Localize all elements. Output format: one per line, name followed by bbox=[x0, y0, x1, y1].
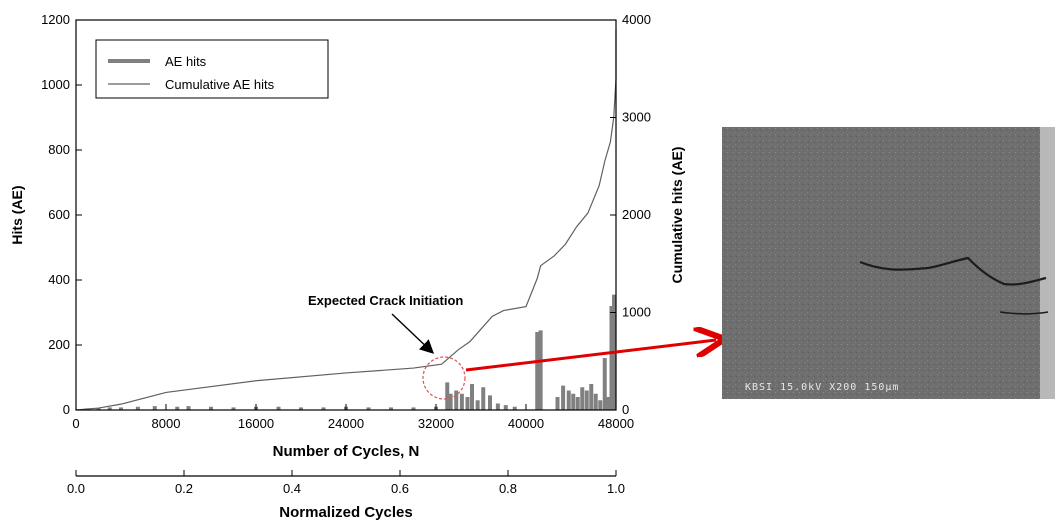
ae-hits-bar bbox=[454, 390, 459, 410]
y-right-tick-label: 4000 bbox=[622, 12, 651, 27]
sem-edge bbox=[1040, 127, 1055, 399]
crack-annotation: Expected Crack Initiation bbox=[308, 293, 466, 400]
ae-hits-bar bbox=[448, 393, 453, 410]
legend-entry-ae-hits: AE hits bbox=[165, 54, 207, 69]
ae-hits-bar bbox=[535, 332, 540, 410]
x-tick-label: 48000 bbox=[598, 416, 634, 431]
ae-hits-bar bbox=[175, 406, 180, 410]
ae-hits-bar bbox=[538, 330, 543, 410]
normalized-tick-label: 0.8 bbox=[499, 481, 517, 496]
x-tick-label: 40000 bbox=[508, 416, 544, 431]
sem-micrograph: KBSI 15.0kV X200 150μm bbox=[722, 127, 1055, 399]
ae-hits-bar bbox=[276, 406, 281, 410]
ae-hits-bar bbox=[503, 405, 508, 410]
ae-hits-bar bbox=[606, 397, 611, 410]
ae-hits-bar bbox=[580, 387, 585, 410]
legend-entry-cumulative: Cumulative AE hits bbox=[165, 77, 275, 92]
y-left-tick-label: 200 bbox=[48, 337, 70, 352]
red-pointer-arrow bbox=[465, 340, 716, 372]
ae-hits-bar bbox=[445, 382, 450, 410]
ae-hits-bar bbox=[465, 397, 470, 410]
ae-hits-bar bbox=[186, 406, 191, 410]
normalized-axis-label: Normalized Cycles bbox=[279, 504, 412, 521]
sem-image bbox=[722, 127, 1055, 399]
ae-hits-bar bbox=[584, 390, 589, 410]
normalized-cycles-axis: 0.0 0.2 0.4 0.6 0.8 1.0 Normalized Cycles bbox=[67, 470, 625, 521]
x-tick-label: 16000 bbox=[238, 416, 274, 431]
ae-hits-bar bbox=[481, 387, 486, 410]
y-right-tick-label: 0 bbox=[622, 402, 629, 417]
x-tick-label: 0 bbox=[72, 416, 79, 431]
y-left-tick-label: 0 bbox=[63, 402, 70, 417]
normalized-tick-label: 0.4 bbox=[283, 481, 301, 496]
ae-hits-bar bbox=[152, 406, 157, 410]
y-right-tick-label: 1000 bbox=[622, 305, 651, 320]
ae-hits-bar bbox=[321, 407, 326, 410]
x-axis-ticks: 0 8000 16000 24000 32000 40000 48000 bbox=[72, 404, 634, 431]
ae-hits-bar bbox=[512, 406, 517, 410]
ae-hits-bar bbox=[609, 306, 614, 410]
x-tick-label: 32000 bbox=[418, 416, 454, 431]
normalized-tick-label: 1.0 bbox=[607, 481, 625, 496]
sem-caption: KBSI 15.0kV X200 150μm bbox=[745, 382, 899, 393]
legend: AE hits Cumulative AE hits bbox=[95, 39, 329, 99]
ae-hits-bar bbox=[598, 400, 603, 410]
normalized-axis-ticks: 0.0 0.2 0.4 0.6 0.8 1.0 bbox=[67, 470, 625, 496]
legend-box bbox=[95, 39, 329, 99]
ae-hits-bar bbox=[555, 397, 560, 410]
main-plot: 0 8000 16000 24000 32000 40000 48000 020040060… bbox=[9, 12, 685, 460]
ae-hits-bar bbox=[589, 384, 594, 410]
ae-hits-bar bbox=[135, 406, 140, 410]
x-axis-label: Number of Cycles, N bbox=[273, 443, 420, 460]
ae-hits-bar bbox=[561, 385, 566, 410]
annotation-circle bbox=[422, 356, 466, 400]
y-left-tick-label: 800 bbox=[48, 142, 70, 157]
y-left-tick-label: 600 bbox=[48, 207, 70, 222]
normalized-tick-label: 0.0 bbox=[67, 481, 85, 496]
ae-hits-bar bbox=[119, 407, 123, 410]
ae-hits-bar bbox=[299, 407, 303, 410]
annotation-arrow bbox=[391, 313, 435, 354]
ae-hits-bar bbox=[389, 407, 393, 410]
y-left-axis-label: Hits (AE) bbox=[9, 185, 25, 244]
ae-hits-bar bbox=[107, 407, 112, 410]
y-right-axis-label: Cumulative hits (AE) bbox=[669, 147, 685, 284]
ae-hits-bar bbox=[575, 397, 580, 410]
y-right-axis-ticks: 0 1000 2000 3000 4000 bbox=[610, 12, 651, 417]
ae-hits-bar bbox=[475, 400, 480, 410]
ae-hits-bar bbox=[470, 384, 474, 410]
ae-hits-bar bbox=[571, 393, 576, 410]
ae-hits-bar bbox=[602, 358, 607, 410]
ae-hits-bar bbox=[495, 403, 500, 410]
ae-hits-bar bbox=[593, 393, 598, 410]
y-left-tick-label: 1200 bbox=[41, 12, 70, 27]
ae-hits-bar bbox=[209, 406, 213, 410]
normalized-tick-label: 0.2 bbox=[175, 481, 193, 496]
y-left-tick-label: 1000 bbox=[41, 77, 70, 92]
ae-hits-bar bbox=[488, 395, 492, 410]
x-tick-label: 8000 bbox=[152, 416, 181, 431]
ae-hits-bar bbox=[96, 408, 101, 410]
ae-hits-bar bbox=[231, 407, 236, 410]
x-tick-label: 24000 bbox=[328, 416, 364, 431]
normalized-tick-label: 0.6 bbox=[391, 481, 409, 496]
y-right-tick-label: 2000 bbox=[622, 207, 651, 222]
ae-hits-bar bbox=[366, 407, 371, 410]
y-left-axis-ticks: 0 200 400 600 800 1000 1200 bbox=[41, 12, 82, 417]
y-left-tick-label: 400 bbox=[48, 272, 70, 287]
annotation-text: Expected Crack Initiation bbox=[308, 293, 463, 308]
ae-hits-bar bbox=[566, 390, 571, 410]
sem-crack-main bbox=[859, 256, 1047, 286]
y-right-tick-label: 3000 bbox=[622, 110, 651, 125]
ae-hits-bar bbox=[459, 393, 464, 410]
sem-crack-branch bbox=[999, 311, 1049, 315]
ae-hits-bar bbox=[411, 407, 416, 410]
cumulative-ae-hits-line bbox=[75, 29, 617, 411]
